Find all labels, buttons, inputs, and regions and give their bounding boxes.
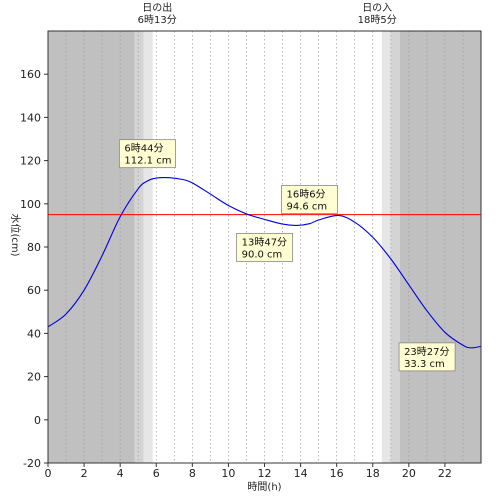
x-tick-label: 22 xyxy=(438,467,452,480)
x-tick-label: 8 xyxy=(189,467,196,480)
night-band xyxy=(399,31,481,463)
y-axis-ticks: -20 0 20 40 60 80 100 120 140 160 xyxy=(20,68,48,470)
annotation-box xyxy=(236,232,294,262)
x-axis-label: 時間(h) xyxy=(247,481,281,493)
annotation-value: 33.3 cm xyxy=(404,359,445,370)
x-tick-label: 20 xyxy=(402,467,416,480)
annotation-time: 23時27分 xyxy=(404,346,449,358)
x-axis-ticks: 0 2 4 6 8 10 12 14 16 18 20 22 xyxy=(45,463,452,480)
x-tick-label: 16 xyxy=(330,467,344,480)
y-tick-label: 60 xyxy=(27,284,41,297)
y-tick-label: 20 xyxy=(27,371,41,384)
annotation-box xyxy=(119,139,176,169)
annotation-box xyxy=(281,185,338,214)
tide-line xyxy=(47,176,482,349)
sunset-title: 日の入 xyxy=(362,3,392,14)
x-tick-label: 4 xyxy=(117,467,124,480)
y-tick-label: 0 xyxy=(34,414,41,427)
x-tick-label: 6 xyxy=(153,467,160,480)
night-band xyxy=(48,31,135,463)
night-band xyxy=(143,31,153,463)
x-tick-label: 0 xyxy=(45,467,52,480)
night-band xyxy=(134,31,144,463)
sunset-time: 18時5分 xyxy=(358,14,397,26)
y-tick-label: 160 xyxy=(20,68,41,81)
y-axis-label: 水位(cm) xyxy=(9,213,22,256)
x-tick-label: 10 xyxy=(221,467,235,480)
annotation-value: 112.1 cm xyxy=(124,156,171,167)
x-tick-label: 2 xyxy=(81,467,88,480)
sunrise-time: 6時13分 xyxy=(138,14,177,26)
y-tick-label: 80 xyxy=(27,241,41,254)
y-tick-label: -20 xyxy=(23,457,41,470)
sunrise-title: 日の出 xyxy=(142,1,172,14)
y-tick-label: 120 xyxy=(20,155,41,168)
annotation-time: 13時47分 xyxy=(242,236,287,248)
x-tick-label: 18 xyxy=(366,467,380,480)
x-tick-label: 14 xyxy=(294,467,308,480)
night-band xyxy=(381,31,391,463)
annotation-value: 94.6 cm xyxy=(286,201,327,212)
annotation-time: 6時44分 xyxy=(124,143,163,155)
tide-series xyxy=(47,176,482,349)
y-tick-label: 40 xyxy=(27,327,41,340)
annotation-box xyxy=(398,342,456,372)
x-tick-label: 12 xyxy=(258,467,272,480)
night-band xyxy=(390,31,400,463)
y-tick-label: 140 xyxy=(20,111,41,124)
annotation-time: 16時6分 xyxy=(286,188,325,200)
y-tick-label: 100 xyxy=(20,198,41,211)
annotation-value: 90.0 cm xyxy=(242,249,283,260)
